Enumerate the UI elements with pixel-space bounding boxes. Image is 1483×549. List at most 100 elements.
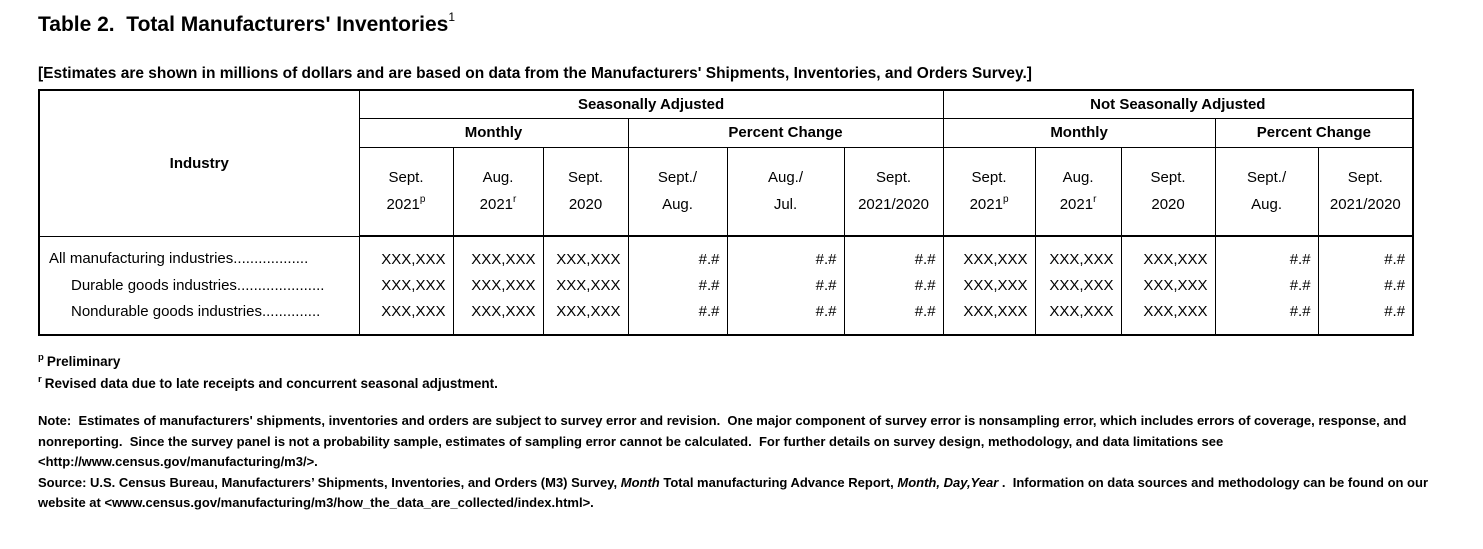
subgroup-header-sa-percent-change: Percent Change [627,117,944,148]
cell-value: XXX,XXX [542,236,629,269]
cell-value: XXX,XXX [942,302,1036,335]
column-header-sa-sept-2021: Sept. 2021p [358,146,454,237]
column-header-line1: Aug. [1062,169,1094,187]
cell-value: #.# [1317,236,1414,269]
page-title-text: Table 2. Total Manufacturers' Inventorie… [38,13,449,36]
industry-column-header: Industry [38,89,360,237]
cell-value: XXX,XXX [542,269,629,302]
subgroup-header-row: Monthly Percent Change Monthly Percent C… [39,117,1414,148]
revised-superscript: r [1093,194,1097,206]
cell-value: XXX,XXX [452,236,544,269]
page-title: Table 2. Total Manufacturers' Inventorie… [38,10,1453,38]
column-header-period: 2021 [386,196,420,214]
source-line-2: website at <www.census.gov/manufacturing… [38,495,594,510]
column-header-line2: 2020 [544,191,627,218]
column-header-line2: 2021p [360,191,452,218]
column-header-period: 2021 [969,196,1003,214]
column-header-line1: Aug./ [767,169,804,187]
cell-value: #.# [1317,269,1414,302]
source-segment: Source: U.S. Census Bureau, Manufacturer… [38,474,621,490]
group-header-seasonally-adjusted: Seasonally Adjusted [358,89,944,119]
footnote-marker-r: r [38,373,42,385]
cell-value: #.# [627,236,728,269]
table-subtitle: [Estimates are shown in millions of doll… [38,65,1032,82]
cell-value: XXX,XXX [358,302,454,335]
subgroup-header-nsa-percent-change: Percent Change [1214,117,1414,148]
column-header-nsa-sept-2021-2020: Sept. 2021/2020 [1317,146,1414,237]
document-page: Table 2. Total Manufacturers' Inventorie… [38,10,1453,514]
cell-value: XXX,XXX [358,236,454,269]
cell-value: XXX,XXX [1120,302,1216,335]
column-header-period: Aug. [1251,196,1282,214]
cell-value: XXX,XXX [1120,236,1216,269]
cell-value: #.# [843,236,944,269]
cell-value: XXX,XXX [942,269,1036,302]
column-header-line1: Sept. [971,169,1007,187]
cell-value: XXX,XXX [1034,236,1122,269]
footnote-text: Revised data due to late receipts and co… [44,376,498,391]
group-header-row: Industry Seasonally Adjusted Not Seasona… [38,89,1414,237]
column-header-sa-sept-aug: Sept./ Aug. [627,146,728,237]
footnote-marker-p: p [38,351,44,363]
row-label: All manufacturing industries............… [38,236,360,269]
table-row-durable-goods: Durable goods industries................… [38,269,1414,302]
column-header-line1: Sept./ [657,169,698,187]
cell-value: #.# [1317,302,1414,335]
column-header-period: 2021/2020 [1329,196,1401,214]
cell-value: XXX,XXX [942,236,1036,269]
column-header-nsa-sept-2021: Sept. 2021p [942,146,1036,237]
column-header-line2: 2021p [944,191,1034,218]
column-header-line2: Aug. [629,191,726,218]
column-header-sa-sept-2020: Sept. 2020 [542,146,629,237]
footnotes: p Preliminary r Revised data due to late r… [38,351,1453,395]
source-segment: Month, Day,Year [897,474,999,490]
cell-value: #.# [843,269,944,302]
footnote-revised: r Revised data due to late receipts and c… [38,373,1453,395]
note-paragraph: Note: Estimates of manufacturers' shipme… [38,411,1453,473]
cell-value: #.# [627,302,728,335]
note-line: Note: Estimates of manufacturers' shipme… [38,413,1407,428]
row-label: Nondurable goods industries.............… [38,302,360,335]
table-row-nondurable-goods: Nondurable goods industries.............… [38,302,1414,335]
column-header-nsa-sept-aug: Sept./ Aug. [1214,146,1319,237]
cell-value: #.# [627,269,728,302]
column-header-line2: 2020 [1122,191,1214,218]
cell-value: XXX,XXX [452,302,544,335]
column-header-line1: Sept. [1347,169,1383,187]
column-header-period: Jul. [773,196,798,214]
cell-value: XXX,XXX [452,269,544,302]
row-label: Durable goods industries................… [38,269,360,302]
footnote-preliminary: p Preliminary [38,351,1453,373]
column-header-line1: Sept. [567,169,604,187]
cell-value: XXX,XXX [1034,302,1122,335]
preliminary-superscript: p [1002,194,1009,206]
revised-superscript: r [513,194,517,206]
title-footnote-marker: 1 [448,10,455,24]
column-header-row: Sept. 2021p Aug. 2021r Sept. 2020 Sept./… [39,146,1414,237]
column-header-period: 2021/2020 [858,196,929,214]
note-line: nonreporting. Since the survey panel is … [38,433,1224,449]
preliminary-superscript: p [419,194,426,206]
cell-value: XXX,XXX [1034,269,1122,302]
column-header-line2: Jul. [728,191,843,218]
column-header-sa-sept-2021-2020: Sept. 2021/2020 [843,146,944,237]
column-header-sa-aug-2021: Aug. 2021r [452,146,544,237]
cell-value: #.# [843,302,944,335]
cell-value: #.# [726,302,845,335]
group-header-not-seasonally-adjusted: Not Seasonally Adjusted [942,89,1414,119]
source-segment: . Information on data sources and method… [998,474,1429,490]
column-header-nsa-sept-2020: Sept. 2020 [1120,146,1216,237]
table-row-all-manufacturing: All manufacturing industries............… [38,236,1414,269]
cell-value: XXX,XXX [1120,269,1216,302]
column-header-period: 2021 [479,196,514,214]
source-segment: Total manufacturing Advance Report, [659,474,898,490]
column-header-nsa-aug-2021: Aug. 2021r [1034,146,1122,237]
cell-value: XXX,XXX [358,269,454,302]
note-and-source: Note: Estimates of manufacturers' shipme… [38,411,1453,514]
subgroup-header-sa-monthly: Monthly [358,117,629,148]
column-header-line1: Sept. [876,169,912,187]
inventories-table: Industry Seasonally Adjusted Not Seasona… [38,89,1415,336]
note-line: <http://www.census.gov/manufacturing/m3/… [38,454,318,469]
column-header-line1: Aug. [482,169,514,187]
column-header-line2: Aug. [1216,191,1317,218]
